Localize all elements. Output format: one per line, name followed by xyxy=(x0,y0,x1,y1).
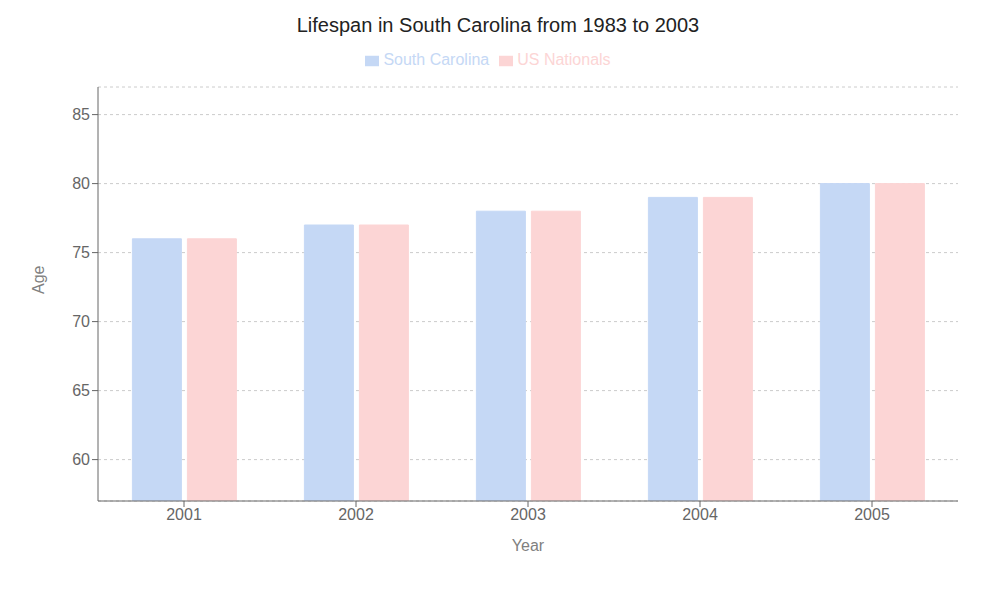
svg-text:65: 65 xyxy=(72,382,90,399)
html-text:South Carolina: South Carolina xyxy=(383,51,490,68)
svg-text:Age: Age xyxy=(30,265,47,294)
svg-text:85: 85 xyxy=(72,106,90,123)
svg-text:2005: 2005 xyxy=(854,506,890,523)
svg-text:60: 60 xyxy=(72,451,90,468)
svg-text:75: 75 xyxy=(72,244,90,261)
svg-text:2002: 2002 xyxy=(338,506,374,523)
html-text:Lifespan in South Carolina fro: Lifespan in South Carolina from 1983 to … xyxy=(296,14,700,36)
html-text:US Nationals: US Nationals xyxy=(517,51,611,68)
svg-text:2001: 2001 xyxy=(166,506,202,523)
svg-text:Year: Year xyxy=(512,537,545,554)
svg-text:70: 70 xyxy=(72,313,90,330)
svg-text:2003: 2003 xyxy=(510,506,546,523)
svg-text:80: 80 xyxy=(72,175,90,192)
svg-text:2004: 2004 xyxy=(682,506,718,523)
